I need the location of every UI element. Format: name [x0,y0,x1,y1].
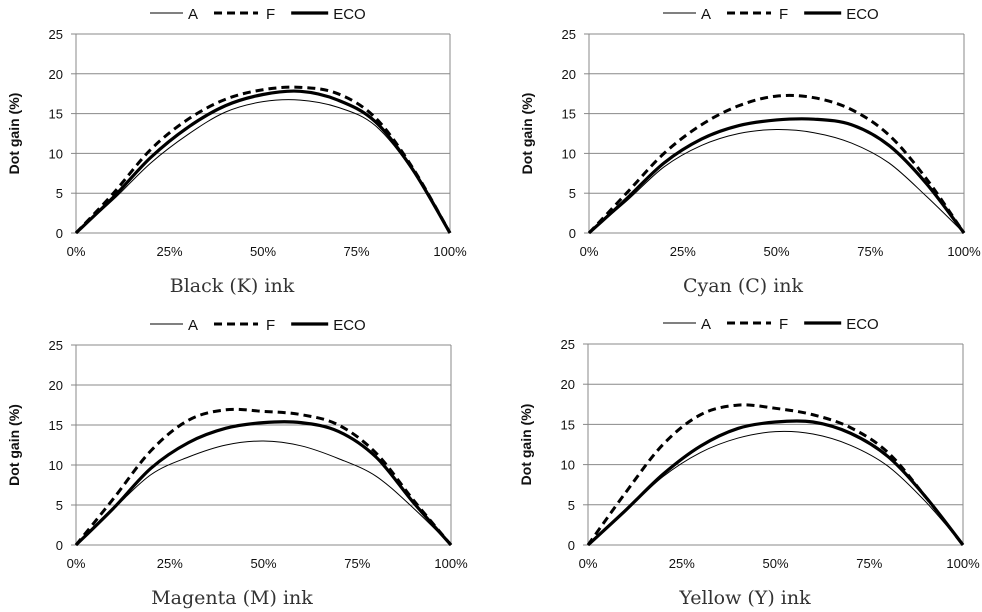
y-tick-label: 20 [562,67,576,82]
y-tick-label: 15 [561,417,575,432]
x-tick-label: 50% [762,556,788,571]
chart-title: Black (K) ink [170,275,295,297]
legend-label-eco: ECO [846,6,879,23]
y-tick-label: 25 [49,27,63,42]
legend-label-eco: ECO [333,317,366,334]
x-tick-label: 50% [250,556,276,571]
x-tick-label: 50% [250,244,276,259]
x-tick-label: 75% [344,556,370,571]
x-tick-label: 25% [670,244,696,259]
x-tick-label: 0% [579,556,598,571]
y-tick-label: 25 [561,337,575,352]
x-tick-label: 0% [580,244,599,259]
y-axis-label: Dot gain (%) [519,93,535,175]
y-tick-label: 5 [56,186,63,201]
y-tick-label: 20 [49,378,63,393]
y-tick-label: 20 [49,67,63,82]
y-tick-label: 20 [561,377,575,392]
y-tick-label: 15 [49,418,63,433]
x-tick-label: 100% [433,244,467,259]
series-line-eco [586,419,965,547]
y-tick-label: 15 [49,107,63,122]
x-tick-label: 0% [67,244,86,259]
x-tick-label: 75% [856,556,882,571]
y-tick-label: 10 [561,458,575,473]
x-tick-label: 75% [343,244,369,259]
y-tick-label: 10 [49,458,63,473]
x-tick-label: 100% [947,244,981,259]
series-line-f [74,85,452,235]
x-tick-label: 100% [434,556,468,571]
y-tick-label: 0 [568,538,575,553]
y-axis-label: Dot gain (%) [6,404,22,486]
legend-label-f: F [779,6,788,23]
legend-label-a: A [188,6,198,23]
y-tick-label: 5 [56,498,63,513]
legend-label-a: A [188,317,198,334]
y-axis-label: Dot gain (%) [518,404,534,486]
chart-title: Magenta (M) ink [151,587,313,609]
y-tick-label: 25 [562,27,576,42]
y-tick-label: 0 [569,226,576,241]
legend-label-f: F [779,316,788,333]
x-tick-label: 25% [669,556,695,571]
legend-label-eco: ECO [333,6,366,23]
legend-label-f: F [266,317,275,334]
series-line-eco [74,89,452,235]
y-tick-label: 0 [56,538,63,553]
chart-title: Yellow (Y) ink [678,587,811,609]
chart-panel-3: 0 5 10 15 20 25 0% 25% 50% 75% 100% Dot gain (%) A F E… [518,316,980,609]
y-tick-label: 5 [568,498,575,513]
x-tick-label: 50% [763,244,789,259]
chart-panel-2: 0 5 10 15 20 25 0% 25% 50% 75% 100% Dot gain (%) A F E… [6,317,468,609]
x-tick-label: 25% [157,556,183,571]
y-tick-label: 10 [49,146,63,161]
x-tick-label: 100% [946,556,980,571]
series-line-f [587,93,966,235]
y-tick-label: 5 [569,186,576,201]
series-line-a [588,129,965,234]
legend-label-eco: ECO [846,316,879,333]
y-tick-label: 25 [49,338,63,353]
x-tick-label: 25% [156,244,182,259]
chart-title: Cyan (C) ink [683,275,804,297]
series-line-a [587,430,964,546]
chart-panel-1: 0 5 10 15 20 25 0% 25% 50% 75% 100% Dot gain (%) A F E… [519,6,981,297]
y-tick-label: 10 [562,146,576,161]
series-line-a [75,99,451,234]
chart-panel-0: 0 5 10 15 20 25 0% 25% 50% 75% 100% Dot gain (%) A F E… [6,6,467,297]
series-line-eco [587,117,966,235]
y-tick-label: 0 [56,226,63,241]
legend-label-f: F [266,6,275,23]
series-line-a [75,440,452,546]
y-axis-label: Dot gain (%) [6,93,22,175]
series-line-f [586,403,965,546]
series-line-eco [74,420,453,547]
x-tick-label: 75% [857,244,883,259]
legend-label-a: A [701,6,711,23]
x-tick-label: 0% [67,556,86,571]
legend-label-a: A [701,316,711,333]
y-tick-label: 15 [562,107,576,122]
